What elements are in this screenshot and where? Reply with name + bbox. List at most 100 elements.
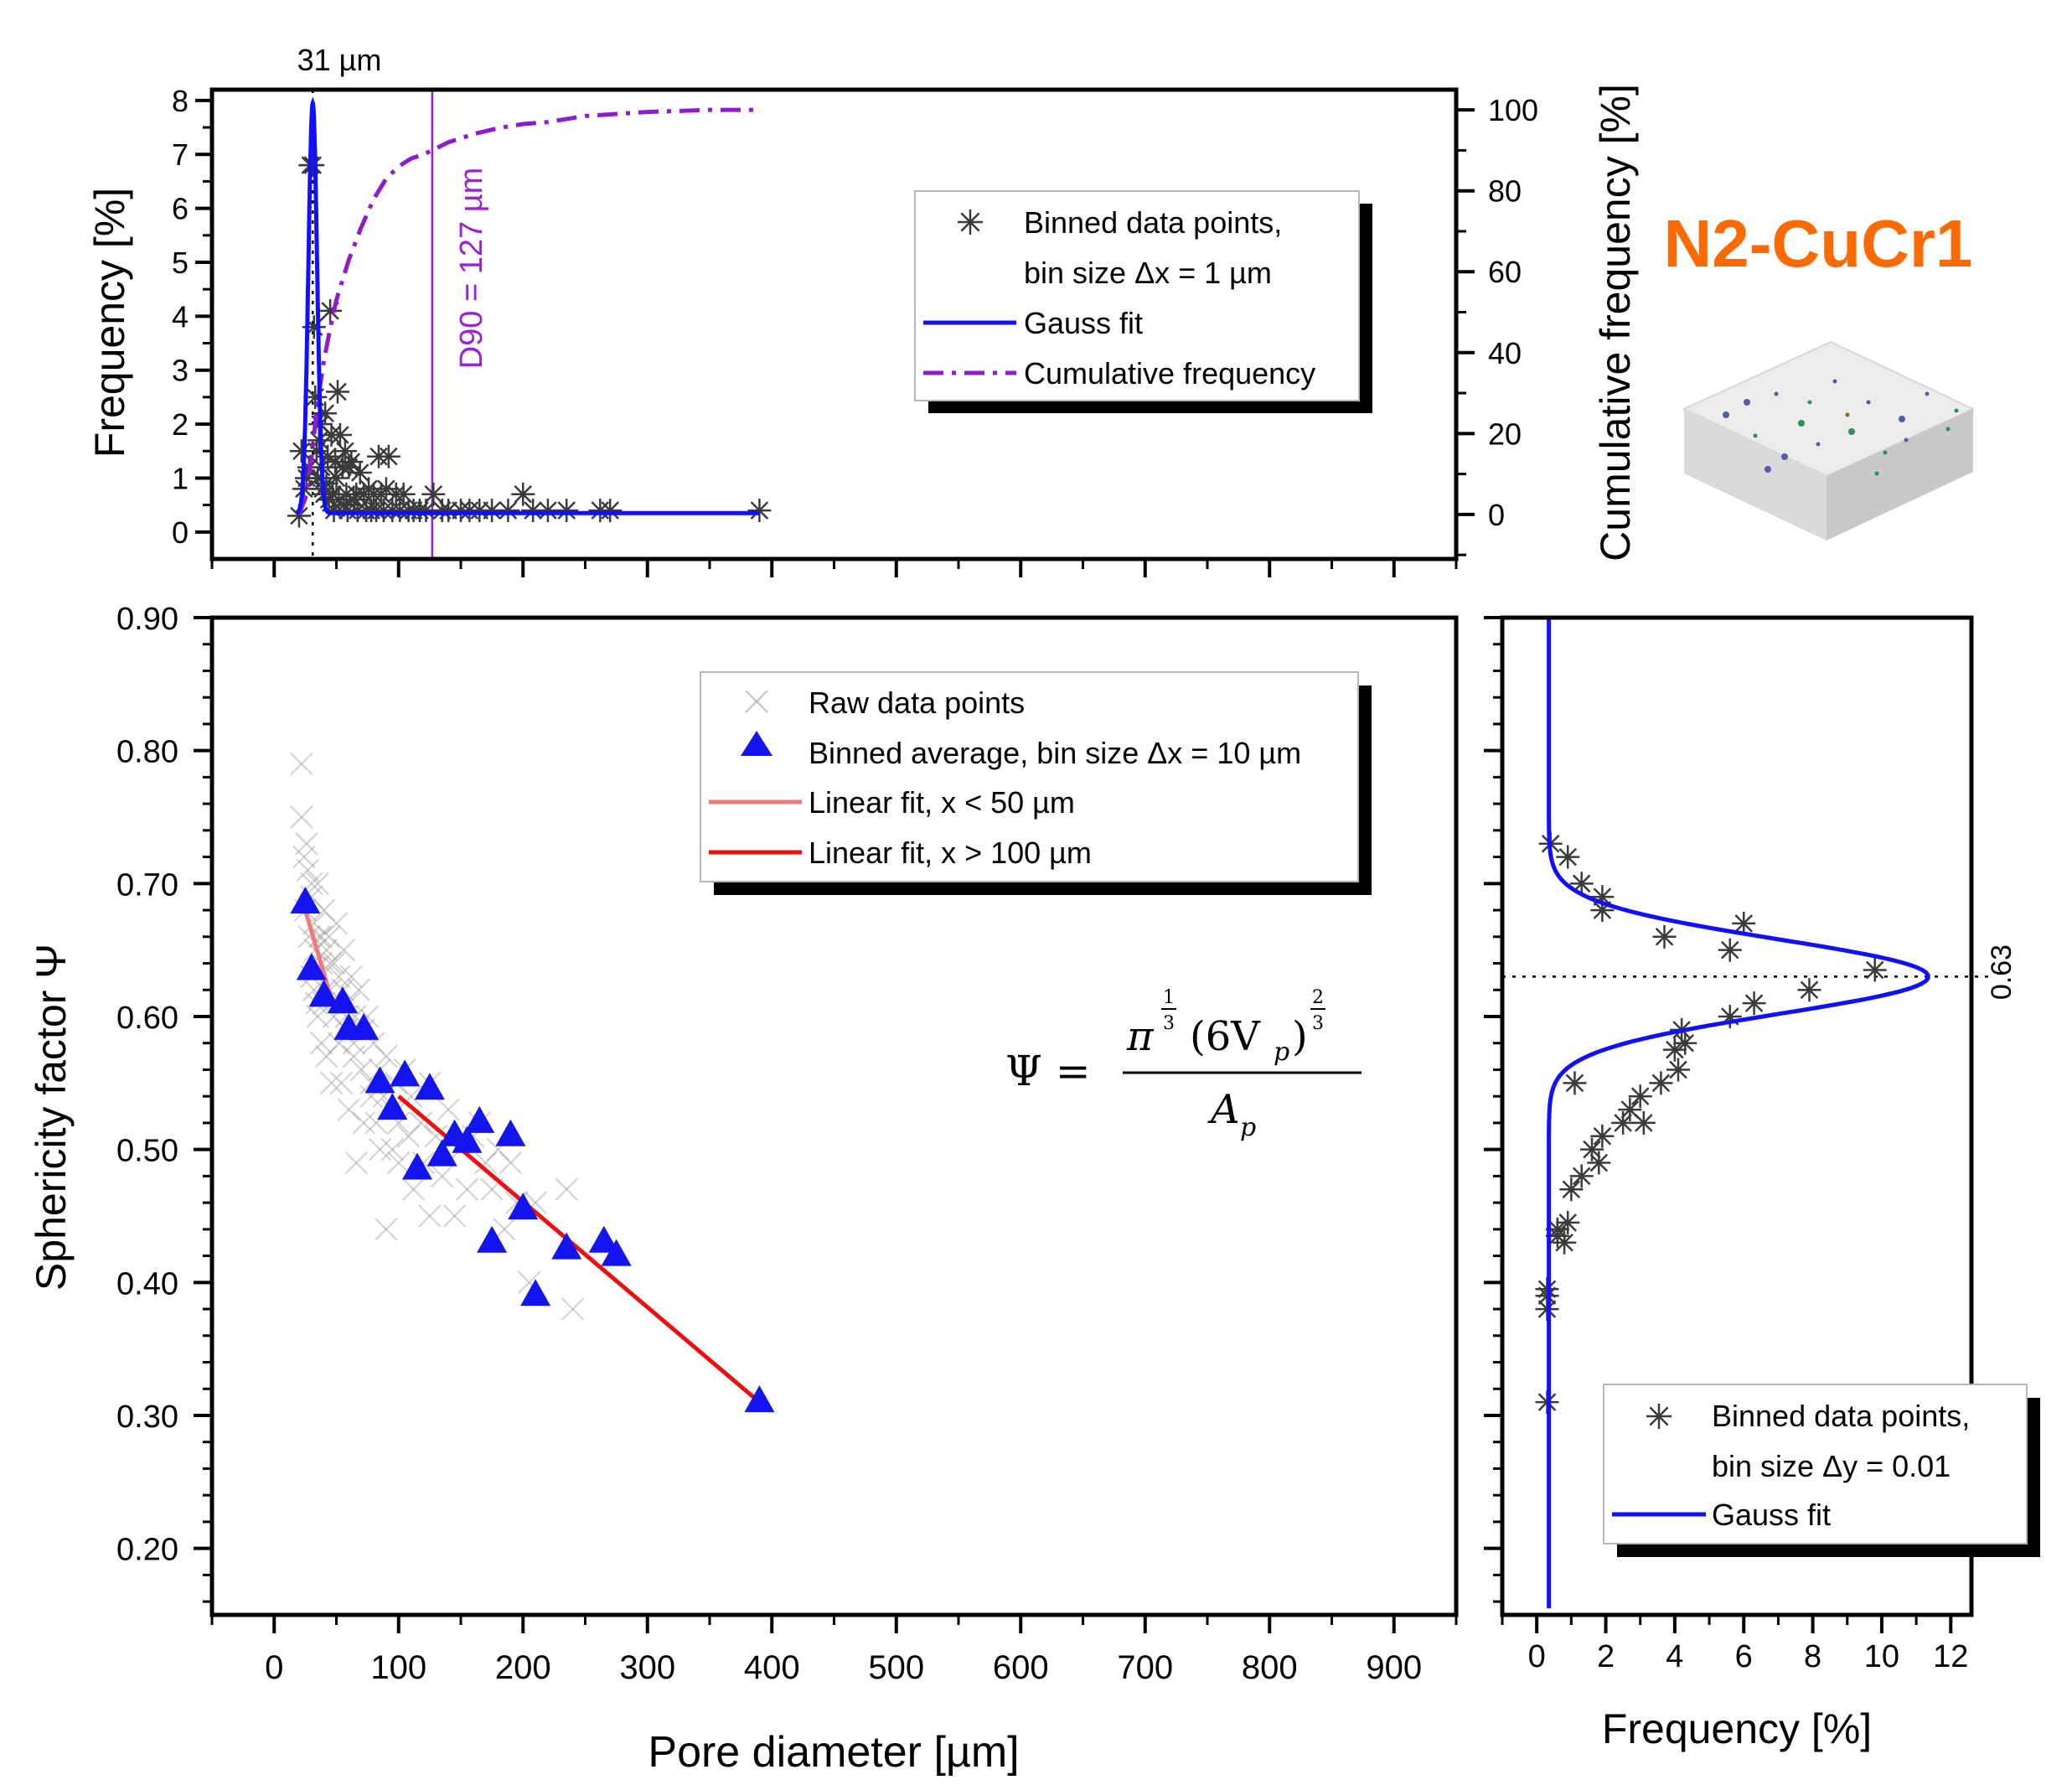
side-x-tick-label: 8 xyxy=(1804,1639,1821,1674)
raw-data-point xyxy=(327,965,351,989)
raw-data-point xyxy=(342,1044,365,1068)
thumbnail-pore-dot xyxy=(1925,391,1930,396)
raw-data-point xyxy=(561,1297,585,1321)
main-legend-label-binned: Binned average, bin size Δx = 10 µm xyxy=(809,736,1301,770)
top-y-tick-label: 0 xyxy=(172,515,189,550)
formula-pi: π xyxy=(1126,1013,1155,1060)
top-binned-point xyxy=(421,482,446,506)
binned-average-triangle xyxy=(520,1279,551,1306)
thumbnail-pore-dot xyxy=(1899,416,1905,422)
main-legend-x-symbol xyxy=(745,690,768,713)
side-binned-point xyxy=(1618,1098,1642,1122)
raw-data-point xyxy=(368,1137,392,1162)
raw-data-point xyxy=(306,872,329,896)
binned-average-triangle xyxy=(327,986,358,1014)
main-legend-label-fit-small: Linear fit, x < 50 µm xyxy=(809,785,1075,820)
side-y-ticks xyxy=(1484,616,1502,1603)
side-legend-label-gauss: Gauss fit xyxy=(1712,1498,1831,1532)
top-legend-box xyxy=(914,190,1360,401)
thumbnail-pore-dot xyxy=(1883,450,1888,455)
raw-data-point xyxy=(317,925,341,949)
raw-data-point xyxy=(290,805,313,829)
main-x-tick-label: 600 xyxy=(993,1649,1049,1686)
top-binned-point xyxy=(325,380,349,404)
thumbnail-left-face xyxy=(1684,409,1827,541)
side-gauss-line xyxy=(1547,618,1930,1609)
sample-3d-thumbnail xyxy=(1682,340,1976,541)
side-x-tick-label: 4 xyxy=(1666,1639,1683,1674)
top-plot-frame xyxy=(209,87,1459,561)
main-y-tick-label: 0.60 xyxy=(116,1001,178,1036)
binned-average-triangle xyxy=(508,1193,539,1220)
binned-average-triangle xyxy=(601,1239,632,1266)
binned-average-triangle xyxy=(414,1073,445,1100)
top-y-ticks: 0 1 2 3 4 5 6 7 8 xyxy=(172,84,212,550)
raw-data-point xyxy=(396,1125,421,1148)
binned-average-triangle xyxy=(349,1012,380,1040)
raw-data-point xyxy=(399,1084,423,1108)
side-legend: Binned data points, bin size Δy = 0.01 G… xyxy=(1603,1384,2040,1557)
legend-asterisk-icon xyxy=(1646,1404,1672,1429)
binned-average-triangle xyxy=(464,1105,495,1133)
side-binned-point xyxy=(1569,1164,1594,1188)
thumbnail-pore-dots xyxy=(1723,379,1959,476)
top-binned-point xyxy=(348,461,372,485)
main-y-tick-label: 0.80 xyxy=(116,735,178,770)
top-y2-tick-label: 80 xyxy=(1488,174,1522,209)
binned-average-triangle xyxy=(402,1152,433,1180)
formula-den-a: A xyxy=(1207,1086,1240,1133)
main-x-tick-label: 400 xyxy=(744,1649,800,1686)
side-binned-point xyxy=(1662,1037,1687,1062)
main-y-tick-label: 0.90 xyxy=(116,602,178,637)
formula-exp2-num: 2 xyxy=(1312,987,1324,1008)
raw-data-point xyxy=(347,978,370,1001)
top-binned-point xyxy=(496,499,520,523)
main-y-tick-label: 0.30 xyxy=(116,1400,178,1435)
raw-data-point xyxy=(332,938,356,962)
formula-group: (6V xyxy=(1190,1013,1261,1060)
thumbnail-pore-dot xyxy=(1832,379,1837,384)
raw-data-point xyxy=(431,1164,454,1188)
side-binned-point xyxy=(1797,978,1821,1002)
side-x-tick-label: 10 xyxy=(1864,1639,1899,1674)
main-legend-label-fit-large: Linear fit, x > 100 µm xyxy=(809,836,1092,870)
side-binned-point xyxy=(1559,1177,1584,1202)
main-legend-box xyxy=(700,671,1359,882)
binned-average-triangle xyxy=(495,1119,526,1146)
side-binned-point xyxy=(1590,1124,1615,1148)
binned-average-triangle xyxy=(308,980,339,1007)
main-x-tick-label: 500 xyxy=(868,1649,924,1686)
top-y2-tick-label: 20 xyxy=(1488,416,1522,451)
top-histogram-chart: 0 1 2 3 4 5 6 7 8 0 20 40 60 80 100 31 µm D90 = 127 µ… xyxy=(86,43,1639,577)
top-y2-ticks: 0 20 40 60 80 100 xyxy=(1456,93,1538,556)
top-y-tick-label: 2 xyxy=(172,407,189,442)
raw-data-point xyxy=(295,832,318,856)
main-x-tick-label: 900 xyxy=(1366,1649,1422,1686)
raw-data-point xyxy=(339,965,364,989)
main-binned-triangles xyxy=(290,887,775,1413)
binned-average-triangle xyxy=(426,1139,457,1167)
raw-data-point xyxy=(314,1044,338,1068)
thumbnail-pore-dot xyxy=(1845,412,1850,417)
thumbnail-pore-dot xyxy=(1816,442,1821,447)
thumbnail-pore-dot xyxy=(1774,391,1779,396)
top-legend-label-gauss: Gauss fit xyxy=(1024,306,1143,340)
top-gauss-line xyxy=(295,96,760,515)
side-x-axis-label: Frequency [%] xyxy=(1602,1705,1872,1752)
binned-average-triangle xyxy=(551,1232,582,1260)
raw-data-point xyxy=(409,1111,433,1135)
main-legend-label-raw: Raw data points xyxy=(809,686,1025,720)
side-binned-point xyxy=(1673,1031,1697,1055)
formula-exp2-den: 3 xyxy=(1312,1013,1324,1034)
raw-data-point xyxy=(337,1098,361,1121)
side-binned-point xyxy=(1563,1071,1587,1095)
top-y2-axis-label: Cumulative frequency [%] xyxy=(1592,84,1639,561)
top-legend: Binned data points, bin size Δx = 1 µm G… xyxy=(914,190,1372,413)
side-x-tick-label: 6 xyxy=(1735,1639,1753,1674)
main-y-axis-label: Sphericity factor Ψ xyxy=(28,944,75,1291)
top-legend-asterisk-symbol xyxy=(958,210,983,235)
top-binned-point xyxy=(747,499,772,523)
side-binned-point xyxy=(1652,924,1677,949)
top-y2-tick-label: 40 xyxy=(1488,336,1522,370)
binned-average-triangle xyxy=(477,1225,508,1253)
